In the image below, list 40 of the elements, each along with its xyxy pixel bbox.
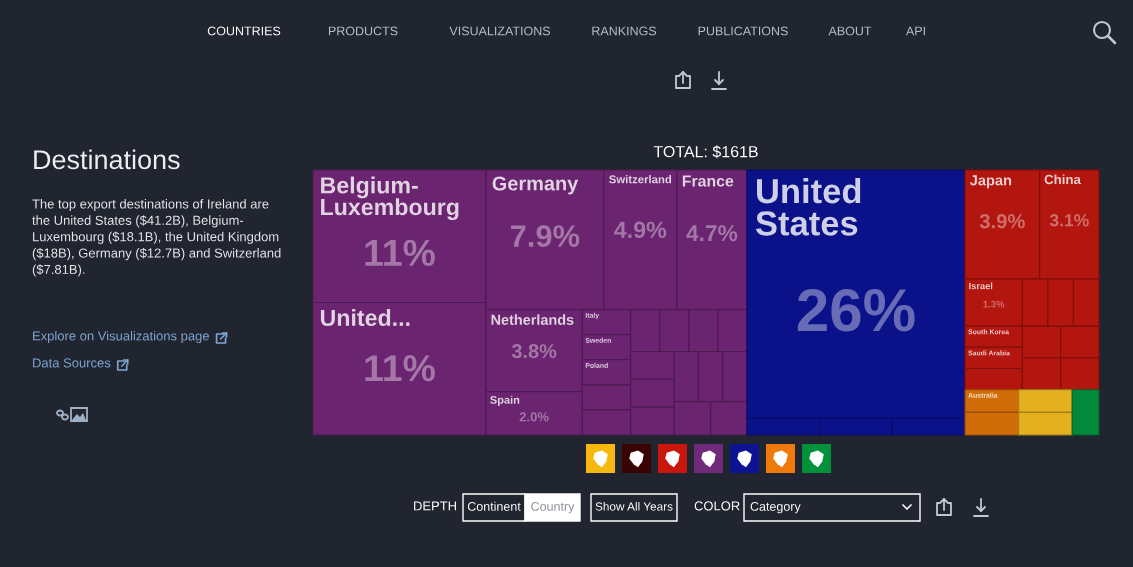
data-label: 3.1% [1049, 214, 1089, 227]
data-label: 3.8% [511, 344, 557, 359]
text: Country [531, 502, 575, 514]
category-label: Switzerland [609, 175, 672, 184]
text: RANKINGS [592, 26, 657, 36]
data-label: 2.0% [519, 412, 549, 422]
text: Explore on Visualizations page [33, 330, 209, 344]
data-label: 26% [797, 288, 915, 332]
category-label: United States [755, 178, 861, 236]
data-label: 1.3% [983, 300, 1005, 308]
text: Destinations [34, 149, 180, 170]
data-label: 3.9% [979, 214, 1025, 229]
text: COLOR [694, 501, 740, 511]
text: DEPTH [414, 501, 456, 511]
category-label: France [682, 175, 734, 187]
text: ABOUT [828, 26, 872, 36]
text: Category [750, 502, 801, 514]
category-label: Japan [969, 175, 1012, 189]
category-label: Belgium-Luxembourg [321, 176, 459, 220]
data-label: 4.7% [686, 225, 738, 242]
text: TOTAL: $161B [653, 145, 758, 159]
data-label: 11% [365, 355, 435, 382]
text: Continent [467, 501, 521, 511]
category-label: United... [320, 309, 410, 327]
text: Data Sources [33, 358, 111, 368]
text: PRODUCTS [328, 26, 398, 36]
category-label: China [1044, 174, 1081, 185]
text: PUBLICATIONS [698, 26, 788, 36]
text: The top export destinations of Ireland are the United States ($41.2B), Belgium-Luxembourg ($18.1B), the United Kingdom ($18B), Germany ($12.7B) and Switzerland ($7.81B). [32, 199, 281, 277]
text: COUNTRIES [207, 26, 281, 36]
category-label: Netherlands [491, 314, 574, 325]
text: API [905, 26, 925, 36]
data-label: 7.9% [510, 225, 580, 248]
category-label: Israel [969, 282, 993, 290]
data-label: 4.9% [614, 221, 667, 239]
category-label: Germany [492, 176, 579, 195]
text: VISUALIZATIONS [449, 26, 551, 36]
category-label: Spain [490, 395, 520, 406]
data-label: 11% [365, 239, 435, 266]
text: Show All Years [595, 502, 673, 511]
